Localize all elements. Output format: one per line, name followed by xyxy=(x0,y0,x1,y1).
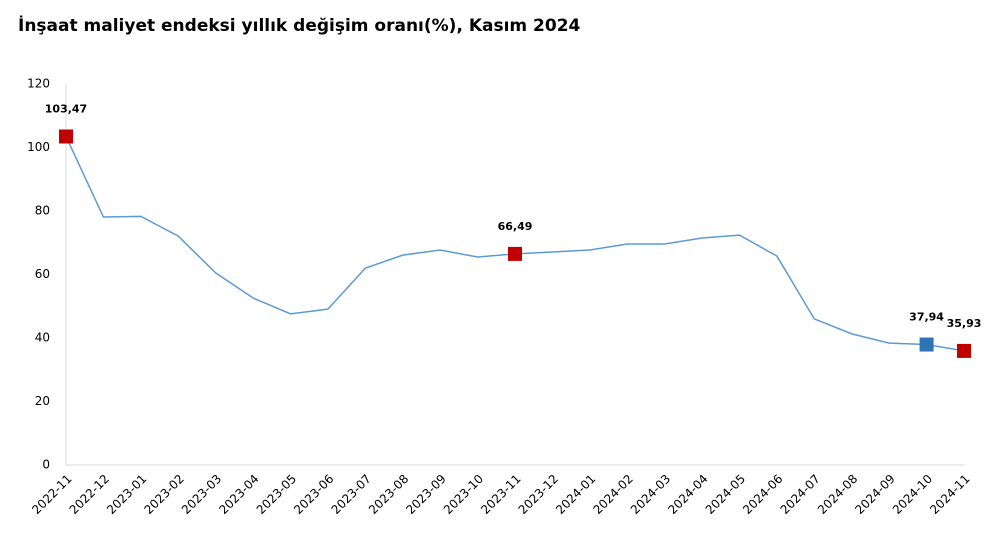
marker xyxy=(919,337,934,352)
x-tick-label: 2024-02 xyxy=(590,472,635,517)
x-tick-label: 2024-05 xyxy=(703,472,748,517)
y-tick-label: 0 xyxy=(42,458,50,472)
value-label: 37,94 xyxy=(909,311,944,324)
value-label: 66,49 xyxy=(498,220,533,233)
y-tick-label: 20 xyxy=(35,394,50,408)
y-tick-label: 60 xyxy=(35,267,50,281)
x-tick-label: 2023-12 xyxy=(516,472,561,517)
marker xyxy=(957,343,971,358)
x-tick-label: 2023-02 xyxy=(141,472,186,517)
x-tick-label: 2024-09 xyxy=(852,472,897,517)
series-line xyxy=(65,136,965,352)
value-label: 103,47 xyxy=(45,102,87,115)
x-tick-label: 2024-04 xyxy=(665,472,710,517)
y-tick-label: 80 xyxy=(35,204,50,218)
x-tick-label: 2024-08 xyxy=(815,472,860,517)
x-tick-label: 2023-10 xyxy=(441,472,486,517)
x-tick-label: 2023-07 xyxy=(329,472,374,517)
x-tick-label: 2023-09 xyxy=(403,472,448,517)
y-tick-label: 100 xyxy=(27,140,50,154)
x-tick-label: 2024-06 xyxy=(740,472,785,517)
x-tick-label: 2023-04 xyxy=(216,472,261,517)
x-tick-label: 2024-07 xyxy=(778,472,823,517)
x-tick-label: 2023-03 xyxy=(179,472,224,517)
x-tick-label: 2023-06 xyxy=(291,472,336,517)
x-tick-label: 2023-01 xyxy=(104,472,149,517)
x-tick-label: 2024-03 xyxy=(628,472,673,517)
chart-title: İnşaat maliyet endeksi yıllık değişim or… xyxy=(18,14,581,36)
x-tick-label: 2022-12 xyxy=(67,472,112,517)
value-label: 35,93 xyxy=(947,317,982,330)
x-tick-label: 2024-11 xyxy=(927,472,972,517)
marker xyxy=(508,246,522,261)
x-tick-label: 2023-08 xyxy=(366,472,411,517)
x-tick-label: 2023-05 xyxy=(254,472,299,517)
marker xyxy=(59,129,73,144)
x-tick-label: 2024-01 xyxy=(553,472,598,517)
x-tick-label: 2022-11 xyxy=(29,472,74,517)
x-tick-label: 2023-11 xyxy=(478,472,523,517)
y-tick-label: 40 xyxy=(35,331,50,345)
x-tick-label: 2024-10 xyxy=(890,472,935,517)
y-tick-label: 120 xyxy=(27,77,50,91)
